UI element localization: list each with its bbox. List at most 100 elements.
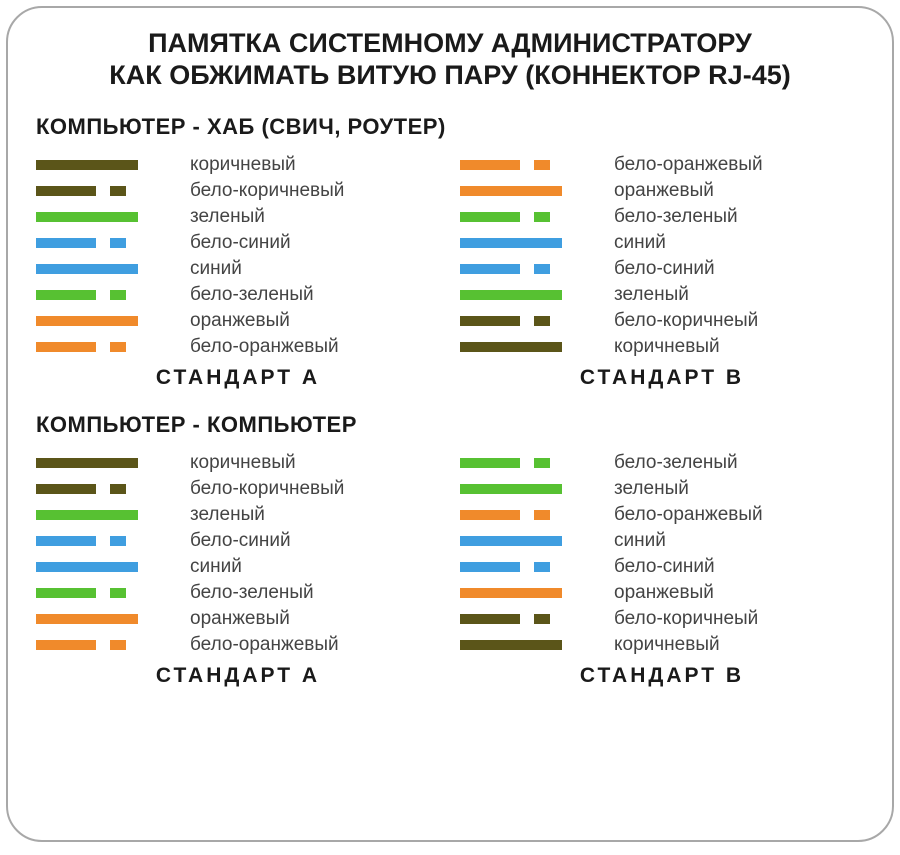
wire-label: бело-оранжевый: [604, 504, 763, 526]
wire-row: коричневый: [460, 334, 864, 360]
section: КОМПЬЮТЕР - ХАБ (СВИЧ, РОУТЕР)коричневый…: [36, 114, 864, 390]
standard-label: СТАНДАРТ А: [36, 664, 440, 688]
wire-bar-icon: [460, 212, 520, 222]
column: коричневыйбело-коричневый зеленый бело-син…: [36, 148, 440, 390]
wire-row: бело-синий: [460, 554, 864, 580]
wire-bar-dash-icon: [534, 264, 550, 274]
wire-bar-icon: [36, 484, 96, 494]
wire-color-swatch: [460, 316, 604, 326]
wire-color-swatch: [460, 264, 604, 274]
wire-bar-dash-icon: [534, 562, 550, 572]
wire-label: синий: [604, 530, 666, 552]
wire-bar-icon: [460, 640, 562, 650]
wire-row: зеленый: [36, 502, 440, 528]
wire-label: бело-коричневый: [180, 180, 344, 202]
wire-color-swatch: [460, 160, 604, 170]
wire-label: бело-зеленый: [180, 284, 314, 306]
wire-color-swatch: [460, 640, 604, 650]
wire-bar-dash-icon: [534, 510, 550, 520]
wire-color-swatch: [460, 458, 604, 468]
wire-row: бело-коричневый: [36, 178, 440, 204]
wire-label: бело-коричнеый: [604, 608, 758, 630]
wire-row: оранжевый: [460, 580, 864, 606]
wire-bar-icon: [460, 160, 520, 170]
wire-bar-dash-icon: [534, 458, 550, 468]
wire-bar-icon: [36, 186, 96, 196]
wire-bar-dash-icon: [110, 290, 126, 300]
wire-row: бело-коричнеый: [460, 606, 864, 632]
wire-bar-dash-icon: [110, 342, 126, 352]
wire-label: оранжевый: [604, 180, 714, 202]
standard-label: СТАНДАРТ В: [460, 664, 864, 688]
wire-row: зеленый: [460, 476, 864, 502]
wire-list: бело-оранжевый оранжевый бело-зеленый синий…: [460, 152, 864, 360]
wire-bar-dash-icon: [534, 212, 550, 222]
wire-bar-icon: [36, 562, 138, 572]
wire-row: бело-коричневый: [36, 476, 440, 502]
wire-bar-icon: [36, 342, 96, 352]
wire-bar-icon: [36, 640, 96, 650]
wire-list: коричневыйбело-коричневыйзеленый бело-син…: [36, 450, 440, 658]
wire-color-swatch: [36, 186, 180, 196]
wire-color-swatch: [36, 640, 180, 650]
wire-row: оранжевый: [36, 308, 440, 334]
wire-label: коричневый: [180, 452, 296, 474]
title-line-2: КАК ОБЖИМАТЬ ВИТУЮ ПАРУ (КОННЕКТОР RJ-45…: [36, 60, 864, 92]
wire-bar-icon: [460, 186, 562, 196]
wire-color-swatch: [36, 588, 180, 598]
wire-bar-icon: [36, 290, 96, 300]
wire-row: синий: [460, 528, 864, 554]
wire-label: зеленый: [180, 206, 265, 228]
wire-list: коричневыйбело-коричневый зеленый бело-син…: [36, 152, 440, 360]
wire-color-swatch: [460, 614, 604, 624]
wire-row: коричневый: [36, 152, 440, 178]
wire-color-swatch: [36, 458, 180, 468]
wire-label: бело-зеленый: [604, 206, 738, 228]
wire-label: синий: [604, 232, 666, 254]
wire-bar-dash-icon: [534, 316, 550, 326]
wire-row: бело-зеленый: [460, 204, 864, 230]
wire-row: оранжевый: [460, 178, 864, 204]
wire-label: бело-синий: [180, 530, 291, 552]
wire-label: оранжевый: [604, 582, 714, 604]
wire-row: бело-оранжевый: [36, 632, 440, 658]
wire-color-swatch: [36, 290, 180, 300]
wire-row: бело-синий: [36, 230, 440, 256]
wire-row: зеленый: [460, 282, 864, 308]
wire-bar-icon: [460, 458, 520, 468]
wire-bar-icon: [460, 562, 520, 572]
wire-bar-icon: [36, 212, 138, 222]
title-line-1: ПАМЯТКА СИСТЕМНОМУ АДМИНИСТРАТОРУ: [36, 28, 864, 60]
wire-bar-dash-icon: [534, 160, 550, 170]
wire-row: синий: [460, 230, 864, 256]
wire-label: зеленый: [180, 504, 265, 526]
wire-label: зеленый: [604, 284, 689, 306]
wire-label: оранжевый: [180, 310, 290, 332]
wire-bar-icon: [460, 290, 562, 300]
wire-label: бело-синий: [180, 232, 291, 254]
wire-row: бело-зеленый: [460, 450, 864, 476]
wire-label: зеленый: [604, 478, 689, 500]
wire-color-swatch: [36, 160, 180, 170]
wire-color-swatch: [36, 212, 180, 222]
wire-bar-icon: [36, 614, 138, 624]
column: коричневыйбело-коричневыйзеленый бело-син…: [36, 446, 440, 688]
wire-bar-icon: [36, 264, 138, 274]
wire-bar-icon: [460, 342, 562, 352]
wire-bar-icon: [36, 238, 96, 248]
wire-bar-icon: [36, 316, 138, 326]
wire-row: бело-зеленый: [36, 282, 440, 308]
wire-color-swatch: [36, 614, 180, 624]
wire-color-swatch: [36, 536, 180, 546]
wire-color-swatch: [460, 536, 604, 546]
wire-row: бело-оранжевый: [460, 152, 864, 178]
wire-row: бело-зеленый: [36, 580, 440, 606]
wire-bar-icon: [36, 588, 96, 598]
info-panel: ПАМЯТКА СИСТЕМНОМУ АДМИНИСТРАТОРУ КАК ОБ…: [6, 6, 894, 842]
wire-bar-dash-icon: [534, 614, 550, 624]
wire-bar-icon: [460, 316, 520, 326]
wire-color-swatch: [36, 238, 180, 248]
wire-label: синий: [180, 258, 242, 280]
wire-color-swatch: [460, 342, 604, 352]
wire-label: бело-оранжевый: [604, 154, 763, 176]
